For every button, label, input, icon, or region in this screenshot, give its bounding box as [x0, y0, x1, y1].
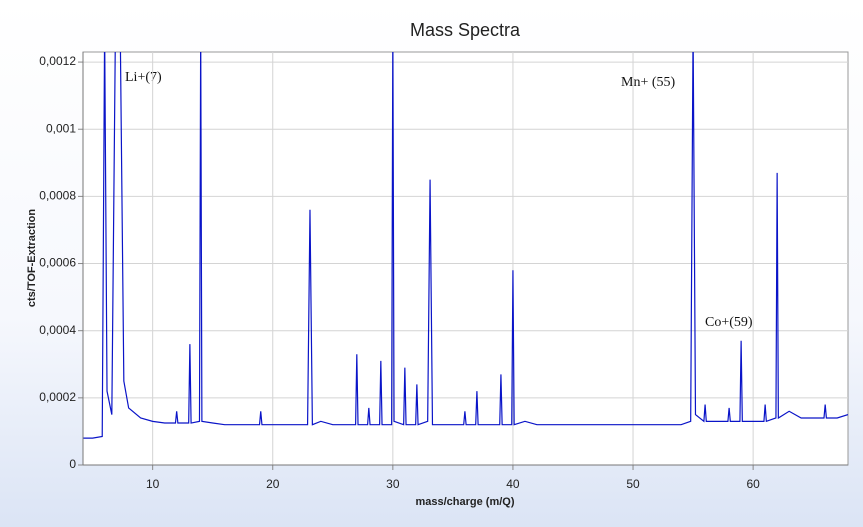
x-tick-label: 40: [506, 477, 520, 491]
x-tick-label: 50: [626, 477, 640, 491]
y-tick-label: 0,0004: [39, 323, 76, 337]
chart-title: Mass Spectra: [410, 20, 521, 40]
y-tick-label: 0,001: [46, 121, 76, 135]
annotation: Li+(7): [125, 70, 162, 85]
y-tick-label: 0,0002: [39, 390, 76, 404]
x-tick-label: 10: [146, 477, 160, 491]
x-tick-label: 20: [266, 477, 280, 491]
annotation: Mn+ (55): [621, 75, 676, 90]
y-tick-label: 0: [69, 457, 76, 471]
y-tick-label: 0,0008: [39, 189, 76, 203]
plot-area: [82, 51, 849, 466]
y-tick-label: 0,0012: [39, 54, 76, 68]
spectrum-line: [83, 52, 848, 439]
annotation: Co+(59): [705, 315, 753, 330]
y-axis-label: cts/TOF-Extraction: [26, 209, 38, 307]
x-tick-label: 60: [746, 477, 760, 491]
x-axis-label: mass/charge (m/Q): [415, 496, 514, 508]
x-tick-label: 30: [386, 477, 400, 491]
y-tick-label: 0,0006: [39, 256, 76, 270]
